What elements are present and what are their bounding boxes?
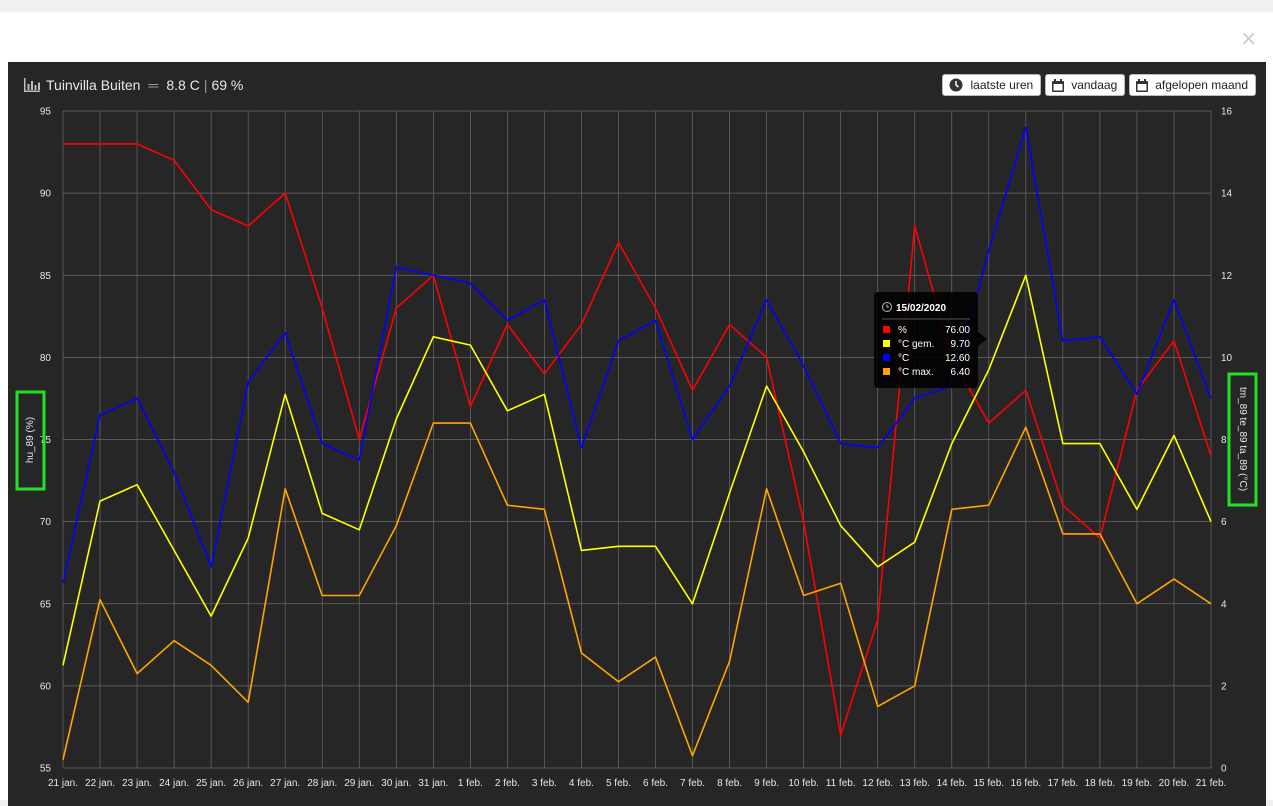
x-tick-label: 22 jan. [85, 778, 115, 789]
x-tick-label: 9 feb. [754, 778, 779, 789]
y-right-axis-highlight [1227, 372, 1258, 507]
x-tick-label: 4 feb. [569, 778, 594, 789]
tooltip-value: 76.00 [945, 325, 970, 336]
x-tick-label: 1 feb. [458, 778, 483, 789]
x-tick-label: 15 feb. [974, 778, 1005, 789]
last-month-label: afgelopen maand [1155, 78, 1248, 92]
tooltip-box [874, 292, 978, 388]
x-tick-label: 17 feb. [1048, 778, 1079, 789]
tooltip-value: 9.70 [951, 339, 971, 350]
tooltip-pointer [978, 332, 987, 346]
x-tick-label: 2 feb. [495, 778, 520, 789]
y-left-tick-label: 70 [40, 517, 52, 528]
y-left-axis-title: hu_89 (%) [25, 417, 36, 463]
x-tick-label: 16 feb. [1011, 778, 1042, 789]
x-tick-label: 11 feb. [826, 778, 856, 789]
x-tick-label: 23 jan. [122, 778, 152, 789]
x-tick-label: 26 jan. [233, 778, 263, 789]
today-label: vandaag [1071, 78, 1118, 92]
tooltip-label: °C max. [898, 367, 934, 378]
x-tick-label: 29 jan. [344, 778, 374, 789]
calendar-icon [1052, 78, 1065, 92]
x-tick-label: 24 jan. [159, 778, 189, 789]
modal-dialog: × Tuinvilla Buiten ═ 8.8 C | 69 % [0, 12, 1273, 806]
y-right-axis-title: tm_89 te_89 ta_89 (°C) [1237, 387, 1248, 491]
x-tick-label: 19 feb. [1122, 778, 1153, 789]
tooltip-date: 15/02/2020 [896, 303, 946, 314]
x-tick-label: 25 jan. [196, 778, 226, 789]
y-right-tick-label: 4 [1221, 599, 1227, 610]
y-right-tick-label: 0 [1221, 764, 1227, 775]
temperature-value: 8.8 C [166, 77, 200, 93]
series-line [63, 143, 1212, 736]
humidity-value: 69 % [211, 77, 244, 93]
x-tick-label: 28 jan. [307, 778, 337, 789]
x-tick-label: 31 jan. [418, 778, 448, 789]
y-right-tick-label: 10 [1221, 353, 1233, 364]
x-tick-label: 7 feb. [680, 778, 705, 789]
y-left-tick-label: 60 [40, 681, 52, 692]
clock-icon [949, 78, 963, 92]
today-button[interactable]: vandaag [1045, 74, 1126, 96]
series-line [62, 274, 1212, 666]
series-line [62, 422, 1212, 760]
y-right-tick-label: 8 [1221, 435, 1227, 446]
bar-chart-icon [24, 78, 40, 92]
y-left-axis-highlight [15, 390, 46, 491]
tooltip-label: % [898, 325, 907, 336]
x-tick-label: 10 feb. [788, 778, 819, 789]
x-tick-label: 18 feb. [1085, 778, 1116, 789]
calendar-icon [1136, 78, 1149, 92]
tooltip-swatch [883, 368, 890, 375]
x-tick-label: 21 jan. [48, 778, 78, 789]
x-tick-label: 13 feb. [899, 778, 930, 789]
equals-icon: ═ [148, 77, 159, 93]
x-tick-label: 30 jan. [381, 778, 411, 789]
y-left-tick-label: 65 [40, 599, 52, 610]
clock-icon-hands [886, 304, 889, 308]
y-right-tick-label: 6 [1221, 517, 1227, 528]
y-left-tick-label: 55 [40, 764, 52, 775]
chart-header: Tuinvilla Buiten ═ 8.8 C | 69 % [24, 76, 243, 94]
x-tick-label: 12 feb. [862, 778, 893, 789]
tooltip-swatch [883, 340, 890, 347]
y-left-tick-label: 75 [40, 435, 52, 446]
last-hours-button[interactable]: laatste uren [942, 74, 1042, 96]
tooltip-value: 6.40 [951, 367, 971, 378]
tooltip-label: °C [898, 353, 909, 364]
y-right-tick-label: 16 [1221, 107, 1233, 118]
divider: | [203, 77, 208, 93]
y-left-tick-label: 90 [40, 189, 52, 200]
x-tick-label: 21 feb. [1196, 778, 1227, 789]
last-month-button[interactable]: afgelopen maand [1129, 74, 1256, 96]
range-button-group: laatste uren vandaag afgelopen m [942, 74, 1256, 96]
tooltip-value: 12.60 [945, 353, 970, 364]
tooltip-label: °C gem. [898, 339, 934, 350]
close-icon[interactable]: × [1240, 26, 1257, 50]
page-title: Tuinvilla Buiten [46, 77, 141, 93]
y-right-tick-label: 2 [1221, 681, 1227, 692]
x-tick-label: 3 feb. [532, 778, 557, 789]
y-left-tick-label: 95 [40, 107, 52, 118]
line-chart: 55 60 65 70 75 80 85 90 95 0 2 4 6 8 10 12 14 16 21 jan. 22… [15, 107, 1258, 789]
x-tick-label: 27 jan. [270, 778, 300, 789]
chart-panel: Tuinvilla Buiten ═ 8.8 C | 69 % laatste … [8, 62, 1266, 806]
series-line [62, 126, 1212, 584]
y-right-tick-label: 14 [1221, 189, 1233, 200]
x-tick-label: 8 feb. [717, 778, 742, 789]
last-hours-label: laatste uren [970, 78, 1034, 92]
tooltip-swatch [883, 354, 890, 361]
clock-icon [882, 302, 892, 312]
y-right-tick-label: 12 [1221, 271, 1233, 282]
y-left-tick-label: 80 [40, 353, 52, 364]
y-left-tick-label: 85 [40, 271, 52, 282]
x-tick-label: 20 feb. [1159, 778, 1190, 789]
x-tick-label: 5 feb. [606, 778, 631, 789]
x-tick-label: 6 feb. [643, 778, 668, 789]
x-tick-label: 14 feb. [936, 778, 967, 789]
tooltip-swatch [883, 326, 890, 333]
